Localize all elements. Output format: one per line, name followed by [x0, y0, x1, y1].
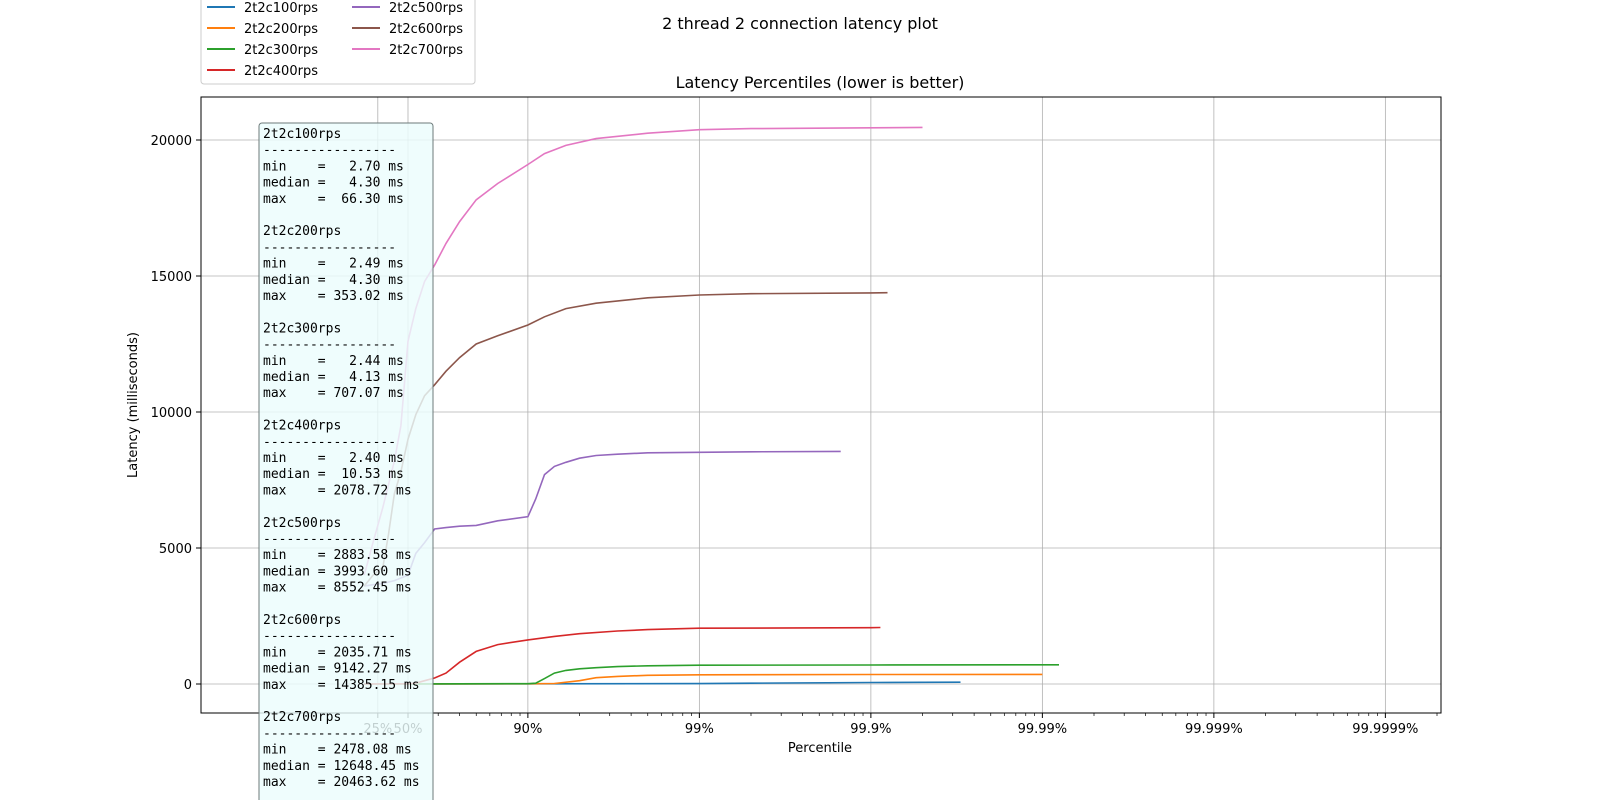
stats-divider: -----------------	[263, 726, 396, 741]
y-ticks: 0 5000 10000 15000 20000	[151, 134, 201, 693]
stats-max: max = 2078.72 ms	[263, 483, 412, 498]
stats-min: min = 2035.71 ms	[263, 645, 412, 660]
legend-label: 2t2c400rps	[244, 64, 318, 79]
y-tick-label: 0	[184, 678, 192, 693]
legend: 2t2c100rps 2t2c200rps 2t2c300rps 2t2c400rps…	[200, 0, 476, 85]
stats-box-background	[258, 122, 434, 800]
stats-name: 2t2c700rps	[263, 710, 341, 725]
stats-median: median = 3993.60 ms	[263, 564, 412, 579]
figure-title: 2 thread 2 connection latency plot	[662, 14, 938, 33]
stats-max: max = 8552.45 ms	[263, 581, 412, 596]
series-line-2t2c600rps	[363, 291, 888, 587]
legend-label: 2t2c500rps	[389, 1, 463, 16]
series-lines	[363, 126, 1059, 685]
stats-max: max = 353.02 ms	[263, 289, 404, 304]
stats-name: 2t2c300rps	[263, 321, 341, 336]
stats-name: 2t2c500rps	[263, 516, 341, 531]
stats-divider: -----------------	[263, 338, 396, 353]
x-ticks: 25%50%90%99%99.9%99.99%99.999%99.9999%	[363, 713, 1418, 737]
series-line-2t2c300rps	[364, 664, 1059, 685]
stats-divider: -----------------	[263, 532, 396, 547]
legend-label: 2t2c200rps	[244, 22, 318, 37]
stats-median: median = 4.30 ms	[263, 176, 404, 191]
y-tick-label: 20000	[151, 134, 192, 149]
stats-min: min = 2478.08 ms	[263, 743, 412, 758]
series-line-2t2c500rps	[364, 450, 841, 587]
stats-median: median = 10.53 ms	[263, 467, 404, 482]
stats-max: max = 707.07 ms	[263, 386, 404, 401]
stats-name: 2t2c600rps	[263, 613, 341, 628]
stats-min: min = 2.49 ms	[263, 257, 404, 272]
stats-divider: -----------------	[263, 143, 396, 158]
stats-max: max = 14385.15 ms	[263, 678, 420, 693]
legend-label: 2t2c700rps	[389, 43, 463, 58]
stats-name: 2t2c200rps	[263, 224, 341, 239]
stats-min: min = 2.40 ms	[263, 451, 404, 466]
x-axis-label: Percentile	[788, 741, 852, 756]
stats-min: min = 2.44 ms	[263, 354, 404, 369]
x-tick-label: 90%	[513, 722, 542, 737]
legend-frame	[200, 0, 476, 85]
series-line-2t2c700rps	[363, 126, 923, 576]
x-tick-label: 99.99%	[1018, 722, 1068, 737]
stats-median: median = 4.13 ms	[263, 370, 404, 385]
stats-divider: -----------------	[263, 435, 396, 450]
stats-min: min = 2.70 ms	[263, 159, 404, 174]
x-tick-label: 99.9%	[850, 722, 891, 737]
stats-divider: -----------------	[263, 240, 396, 255]
x-tick-label: 99%	[685, 722, 714, 737]
stats-box: 2t2c100rps-----------------min = 2.70 ms…	[258, 122, 434, 800]
y-axis-label: Latency (milliseconds)	[126, 332, 141, 478]
stats-name: 2t2c400rps	[263, 419, 341, 434]
stats-max: max = 66.30 ms	[263, 192, 404, 207]
y-tick-label: 15000	[151, 270, 192, 285]
stats-median: median = 4.30 ms	[263, 273, 404, 288]
stats-name: 2t2c100rps	[263, 127, 341, 142]
x-tick-label: 99.9999%	[1352, 722, 1418, 737]
y-tick-label: 10000	[151, 406, 192, 421]
stats-max: max = 20463.62 ms	[263, 775, 420, 790]
x-tick-label: 99.999%	[1185, 722, 1243, 737]
legend-label: 2t2c100rps	[244, 1, 318, 16]
stats-median: median = 12648.45 ms	[263, 759, 420, 774]
stats-median: median = 9142.27 ms	[263, 662, 412, 677]
legend-label: 2t2c600rps	[389, 22, 463, 37]
stats-divider: -----------------	[263, 629, 396, 644]
legend-label: 2t2c300rps	[244, 43, 318, 58]
y-tick-label: 5000	[159, 542, 192, 557]
plot-frame	[200, 96, 1442, 714]
stats-min: min = 2883.58 ms	[263, 548, 412, 563]
chart-title: Latency Percentiles (lower is better)	[676, 73, 965, 92]
